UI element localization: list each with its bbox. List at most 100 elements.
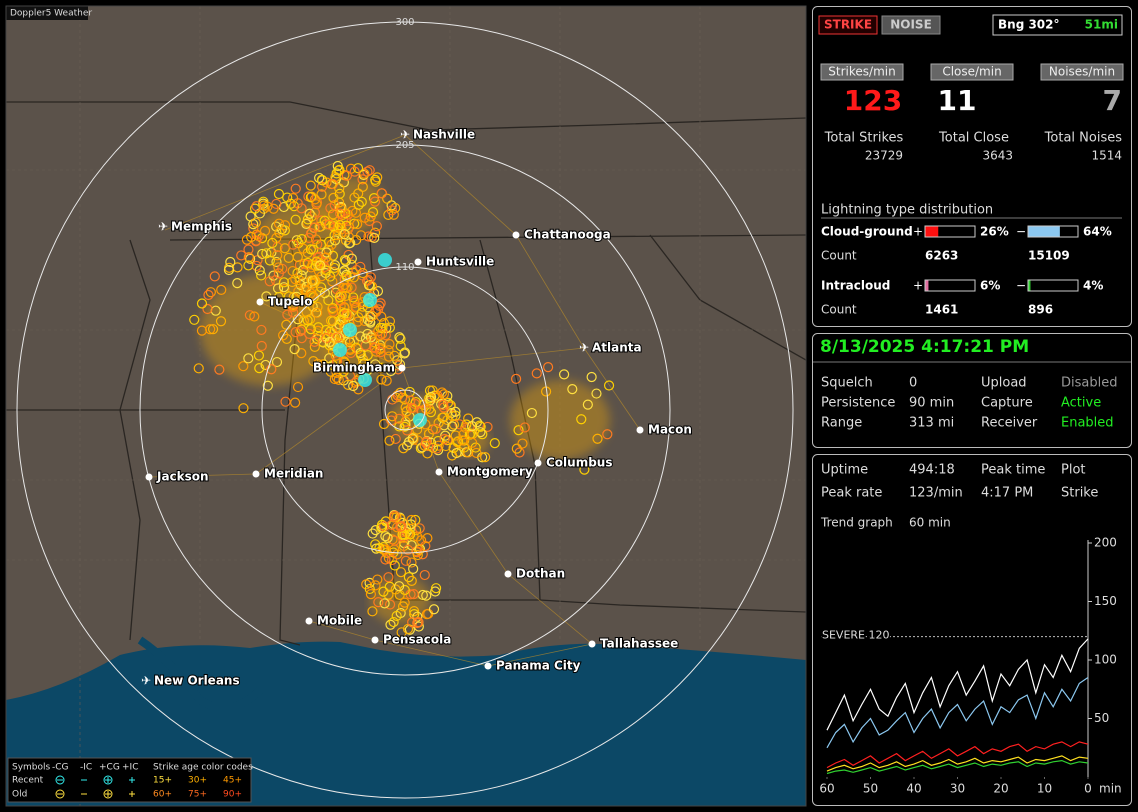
strike-symbol xyxy=(405,395,416,406)
strike-symbol xyxy=(445,400,456,411)
strike-symbol xyxy=(383,589,394,600)
strike-symbol xyxy=(489,437,500,449)
city-label: Nashville xyxy=(413,128,475,142)
strike-symbol xyxy=(353,188,364,199)
strike-symbol xyxy=(296,333,307,344)
strike-symbol xyxy=(355,331,366,342)
strike-symbol xyxy=(329,235,341,246)
strike-symbol xyxy=(329,260,341,271)
strike-button-label[interactable]: STRIKE xyxy=(824,18,872,32)
strike-symbol xyxy=(355,261,366,272)
strike-symbol xyxy=(327,303,338,315)
legend-age: 60+ xyxy=(153,790,172,800)
setting-cell: 313 mi xyxy=(909,416,954,431)
strike-symbol xyxy=(592,433,603,444)
strike-symbol xyxy=(402,425,413,436)
strike-symbol xyxy=(333,374,344,385)
city-label: Columbus xyxy=(546,456,613,470)
strike-symbol xyxy=(419,569,430,581)
strike-symbol xyxy=(314,172,325,184)
strike-symbol xyxy=(430,583,442,594)
strike-symbol xyxy=(346,282,357,293)
strike-symbol xyxy=(319,288,330,299)
strike-symbol xyxy=(422,533,433,544)
strike-symbol xyxy=(407,402,418,414)
strike-symbol xyxy=(398,601,409,612)
bearing-box xyxy=(992,14,1123,36)
city-dot xyxy=(484,662,492,670)
strike-symbol xyxy=(335,208,346,219)
strike-symbol xyxy=(334,319,345,330)
strike-symbol xyxy=(384,599,396,610)
strike-symbol xyxy=(334,183,345,194)
strike-symbol xyxy=(372,574,383,585)
strike-symbol xyxy=(309,336,320,347)
strike-symbol xyxy=(215,316,227,327)
strike-symbol xyxy=(251,229,262,240)
strike-symbol xyxy=(399,529,410,541)
range-label: 205 xyxy=(395,140,414,151)
rate-header xyxy=(820,63,904,81)
strike-symbol xyxy=(378,586,389,597)
trend-label: Trend graph xyxy=(820,516,893,530)
strike-symbol xyxy=(359,168,370,179)
delta xyxy=(137,636,263,712)
setting-cell: Persistence xyxy=(821,396,895,411)
total-label: Total Close xyxy=(938,131,1009,146)
strike-symbol xyxy=(389,535,400,546)
strike-symbol xyxy=(364,583,375,595)
strike-symbol xyxy=(339,254,351,265)
strike-symbol xyxy=(526,407,537,419)
strike-symbol xyxy=(334,292,345,303)
airport-icon: ✈ xyxy=(158,220,168,234)
strike-symbol xyxy=(310,234,322,245)
strike-symbol xyxy=(365,211,376,222)
strike-symbol xyxy=(412,549,423,561)
strike-symbol xyxy=(386,554,398,566)
noise-button-label[interactable]: NOISE xyxy=(890,18,932,32)
city-dot xyxy=(588,640,596,648)
strike-symbol xyxy=(290,183,301,194)
strike-symbol xyxy=(261,291,272,302)
total-label: Total Noises xyxy=(1044,131,1123,146)
strike-symbol xyxy=(367,334,378,345)
strike-symbol xyxy=(392,549,403,560)
x-tick-label: 10 xyxy=(1037,782,1052,796)
strike-button[interactable] xyxy=(818,15,878,35)
strike-symbol xyxy=(408,606,420,617)
type-name: Intracloud xyxy=(821,279,890,293)
strike-symbol xyxy=(477,429,488,440)
strike-symbol xyxy=(420,403,432,414)
strike-symbol xyxy=(316,282,327,293)
strike-symbol xyxy=(406,514,417,526)
strike-symbol xyxy=(232,278,243,289)
strike-symbol xyxy=(364,316,376,327)
strike-symbol xyxy=(349,166,360,177)
strike-symbol xyxy=(335,314,346,325)
city-label: Birmingham xyxy=(313,361,395,375)
strike-symbol xyxy=(243,244,254,255)
city-label: Dothan xyxy=(516,567,565,581)
strike-symbol xyxy=(306,191,317,202)
strike-symbol xyxy=(349,297,360,308)
city-dot xyxy=(534,459,542,467)
strike-symbol xyxy=(357,174,368,185)
strike-symbol xyxy=(245,211,256,222)
strike-symbol xyxy=(364,165,375,176)
strike-symbol xyxy=(334,164,345,175)
rate-header-label: Close/min xyxy=(942,65,1001,79)
noise-button[interactable] xyxy=(881,15,941,35)
setting-cell: Active xyxy=(1061,396,1101,411)
sign: − xyxy=(1016,225,1026,239)
city-label: Montgomery xyxy=(447,465,533,479)
strike-symbol xyxy=(203,289,214,301)
strike-symbol xyxy=(374,542,385,554)
strike-symbol xyxy=(375,322,386,333)
strike-symbol xyxy=(348,292,359,303)
map-frame xyxy=(5,5,807,807)
strike-symbol xyxy=(331,367,342,379)
strike-symbol xyxy=(290,214,301,225)
stat-cell: Peak rate xyxy=(821,486,882,501)
city-dot xyxy=(636,426,644,434)
